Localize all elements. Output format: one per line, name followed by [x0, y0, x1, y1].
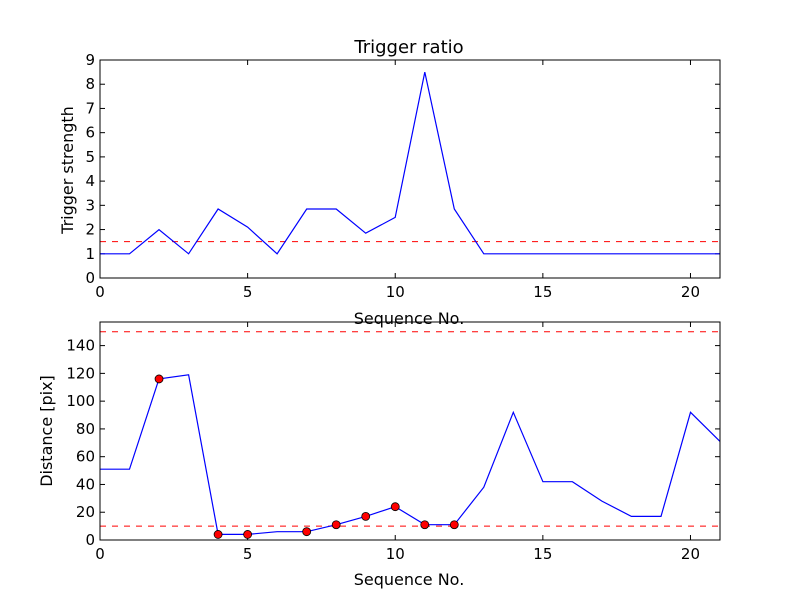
bottom-x-tick-label: 10: [386, 545, 405, 563]
top-y-tick-label: 5: [85, 148, 95, 166]
bottom-y-tick-label: 140: [66, 337, 95, 355]
top-plot-frame: [99, 59, 721, 279]
bottom-data-point: [361, 511, 371, 521]
top-plot: Trigger ratio Trigger strength Sequence …: [58, 37, 721, 328]
bottom-data-point: [154, 374, 164, 384]
bottom-data-point: [243, 530, 253, 539]
bottom-y-tick-label: 100: [66, 392, 95, 410]
top-x-tick-label: 20: [681, 283, 700, 301]
bottom-x-tick-label: 15: [533, 545, 552, 563]
bottom-plot-ylabel: Distance [pix]: [37, 375, 56, 487]
bottom-series-line: [100, 374, 721, 536]
bottom-data-point: [213, 530, 223, 539]
bottom-plot: Distance [pix] Sequence No. 0 5 10 15 20 0 20 4…: [37, 321, 721, 589]
bottom-plot-frame: [99, 321, 721, 541]
top-y-tick-label: 3: [85, 196, 95, 214]
top-y-tick-label: 4: [85, 172, 95, 190]
bottom-x-tick-label: 5: [243, 545, 253, 563]
bottom-y-tick-label: 120: [66, 364, 95, 382]
bottom-x-tick-label: 20: [681, 545, 700, 563]
bottom-data-point: [331, 520, 341, 530]
top-x-tick-label: 0: [95, 283, 105, 301]
top-y-tick-label: 6: [85, 124, 95, 142]
top-plot-title: Trigger ratio: [353, 37, 463, 58]
bottom-y-tick-label: 0: [85, 531, 95, 549]
top-x-tick-label: 15: [533, 283, 552, 301]
top-y-tick-label: 0: [85, 269, 95, 287]
bottom-data-point: [420, 520, 430, 530]
top-plot-marks: 0 5 10 15 20 0 1 2 3 4 5 6 7 8 9: [85, 51, 720, 301]
bottom-plot-marks: 0 5 10 15 20 0 20 40 60 80 100 120 140: [66, 322, 721, 563]
bottom-data-point: [302, 527, 312, 537]
bottom-data-point: [449, 520, 459, 530]
bottom-y-tick-label: 60: [76, 448, 95, 466]
bottom-plot-xlabel: Sequence No.: [354, 570, 465, 589]
top-plot-xlabel: Sequence No.: [354, 309, 465, 328]
top-plot-ylabel: Trigger strength: [58, 106, 77, 235]
top-series-line: [100, 71, 720, 255]
bottom-x-tick-label: 0: [95, 545, 105, 563]
top-x-tick-label: 5: [243, 283, 253, 301]
bottom-y-tick-label: 40: [76, 475, 95, 493]
bottom-y-tick-label: 80: [76, 420, 95, 438]
top-y-tick-label: 2: [85, 221, 95, 239]
top-y-tick-label: 9: [85, 51, 95, 69]
top-y-tick-label: 7: [85, 99, 95, 117]
top-y-tick-label: 8: [85, 75, 95, 93]
bottom-y-tick-label: 20: [76, 503, 95, 521]
top-y-tick-label: 1: [85, 245, 95, 263]
bottom-data-point: [390, 502, 400, 512]
top-x-tick-label: 10: [386, 283, 405, 301]
